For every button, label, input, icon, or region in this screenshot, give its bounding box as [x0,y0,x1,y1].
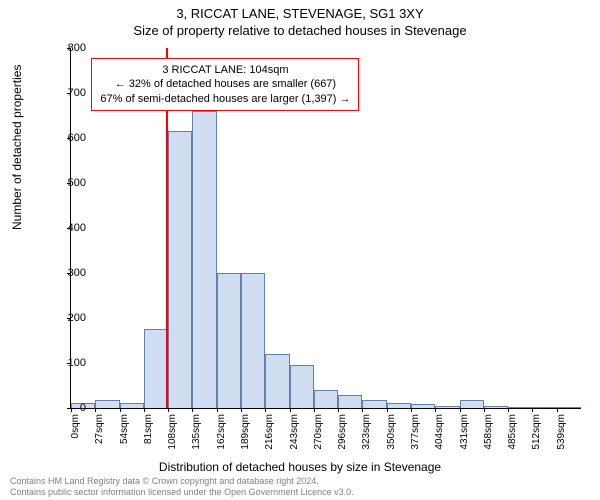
x-tick-label: 81sqm [143,414,154,454]
histogram-bar [217,273,241,408]
histogram-bar [241,273,265,408]
x-tick-label: 162sqm [216,414,227,454]
x-tick-mark [484,408,485,412]
x-tick-label: 108sqm [167,414,178,454]
x-tick-mark [338,408,339,412]
x-tick-mark [144,408,145,412]
y-tick-label: 600 [56,132,86,144]
y-tick-label: 300 [56,267,86,279]
x-tick-label: 270sqm [313,414,324,454]
x-axis-label: Distribution of detached houses by size … [0,460,600,474]
x-tick-label: 404sqm [434,414,445,454]
histogram-bar [120,403,144,408]
y-tick-label: 800 [56,42,86,54]
histogram-bar [168,131,192,408]
page-title-address: 3, RICCAT LANE, STEVENAGE, SG1 3XY [0,0,600,21]
histogram-bar [265,354,289,408]
x-tick-mark [314,408,315,412]
x-tick-label: 323sqm [361,414,372,454]
histogram-bar [338,395,362,409]
x-tick-mark [168,408,169,412]
x-tick-label: 539sqm [556,414,567,454]
histogram-bar [314,390,338,408]
y-tick-label: 700 [56,87,86,99]
histogram-bar [557,407,581,408]
histogram-bar [435,406,459,408]
footer-line2: Contains public sector information licen… [10,487,354,498]
histogram-bar [411,404,435,408]
histogram-bar [192,111,216,408]
histogram-bar [460,400,484,408]
x-tick-label: 243sqm [289,414,300,454]
x-tick-mark [241,408,242,412]
x-tick-mark [508,408,509,412]
x-tick-mark [362,408,363,412]
footer-attribution: Contains HM Land Registry data © Crown c… [10,476,354,498]
x-tick-mark [120,408,121,412]
x-tick-label: 54sqm [119,414,130,454]
property-info-box: 3 RICCAT LANE: 104sqm← 32% of detached h… [91,58,359,111]
x-tick-label: 485sqm [507,414,518,454]
x-tick-mark [557,408,558,412]
y-axis-label: Number of detached properties [10,65,24,230]
info-box-line2: ← 32% of detached houses are smaller (66… [100,77,350,91]
histogram-bar [362,400,386,408]
x-tick-mark [265,408,266,412]
x-tick-mark [435,408,436,412]
x-tick-label: 431sqm [459,414,470,454]
x-tick-label: 27sqm [94,414,105,454]
y-tick-label: 0 [56,402,86,414]
x-tick-mark [217,408,218,412]
x-tick-label: 458sqm [483,414,494,454]
histogram-chart: 3 RICCAT LANE: 104sqm← 32% of detached h… [70,48,581,409]
x-tick-label: 216sqm [264,414,275,454]
x-tick-label: 377sqm [410,414,421,454]
x-tick-mark [95,408,96,412]
footer-line1: Contains HM Land Registry data © Crown c… [10,476,354,487]
x-tick-mark [290,408,291,412]
histogram-bar [95,400,119,408]
y-tick-label: 100 [56,357,86,369]
y-tick-label: 500 [56,177,86,189]
x-tick-label: 350sqm [386,414,397,454]
y-tick-label: 200 [56,312,86,324]
histogram-bar [387,403,411,408]
y-tick-label: 400 [56,222,86,234]
x-tick-label: 189sqm [240,414,251,454]
x-tick-mark [192,408,193,412]
histogram-bar [290,365,314,408]
x-tick-label: 135sqm [191,414,202,454]
histogram-bar [508,407,532,408]
x-tick-label: 296sqm [337,414,348,454]
histogram-bar [144,329,168,408]
x-tick-mark [460,408,461,412]
info-box-line1: 3 RICCAT LANE: 104sqm [100,63,350,77]
x-tick-label: 0sqm [70,414,81,454]
x-tick-label: 512sqm [531,414,542,454]
histogram-bar [532,407,556,408]
x-tick-mark [387,408,388,412]
info-box-line3: 67% of semi-detached houses are larger (… [100,92,350,106]
x-tick-mark [532,408,533,412]
x-tick-mark [411,408,412,412]
page-title-description: Size of property relative to detached ho… [0,21,600,38]
histogram-bar [484,406,508,408]
